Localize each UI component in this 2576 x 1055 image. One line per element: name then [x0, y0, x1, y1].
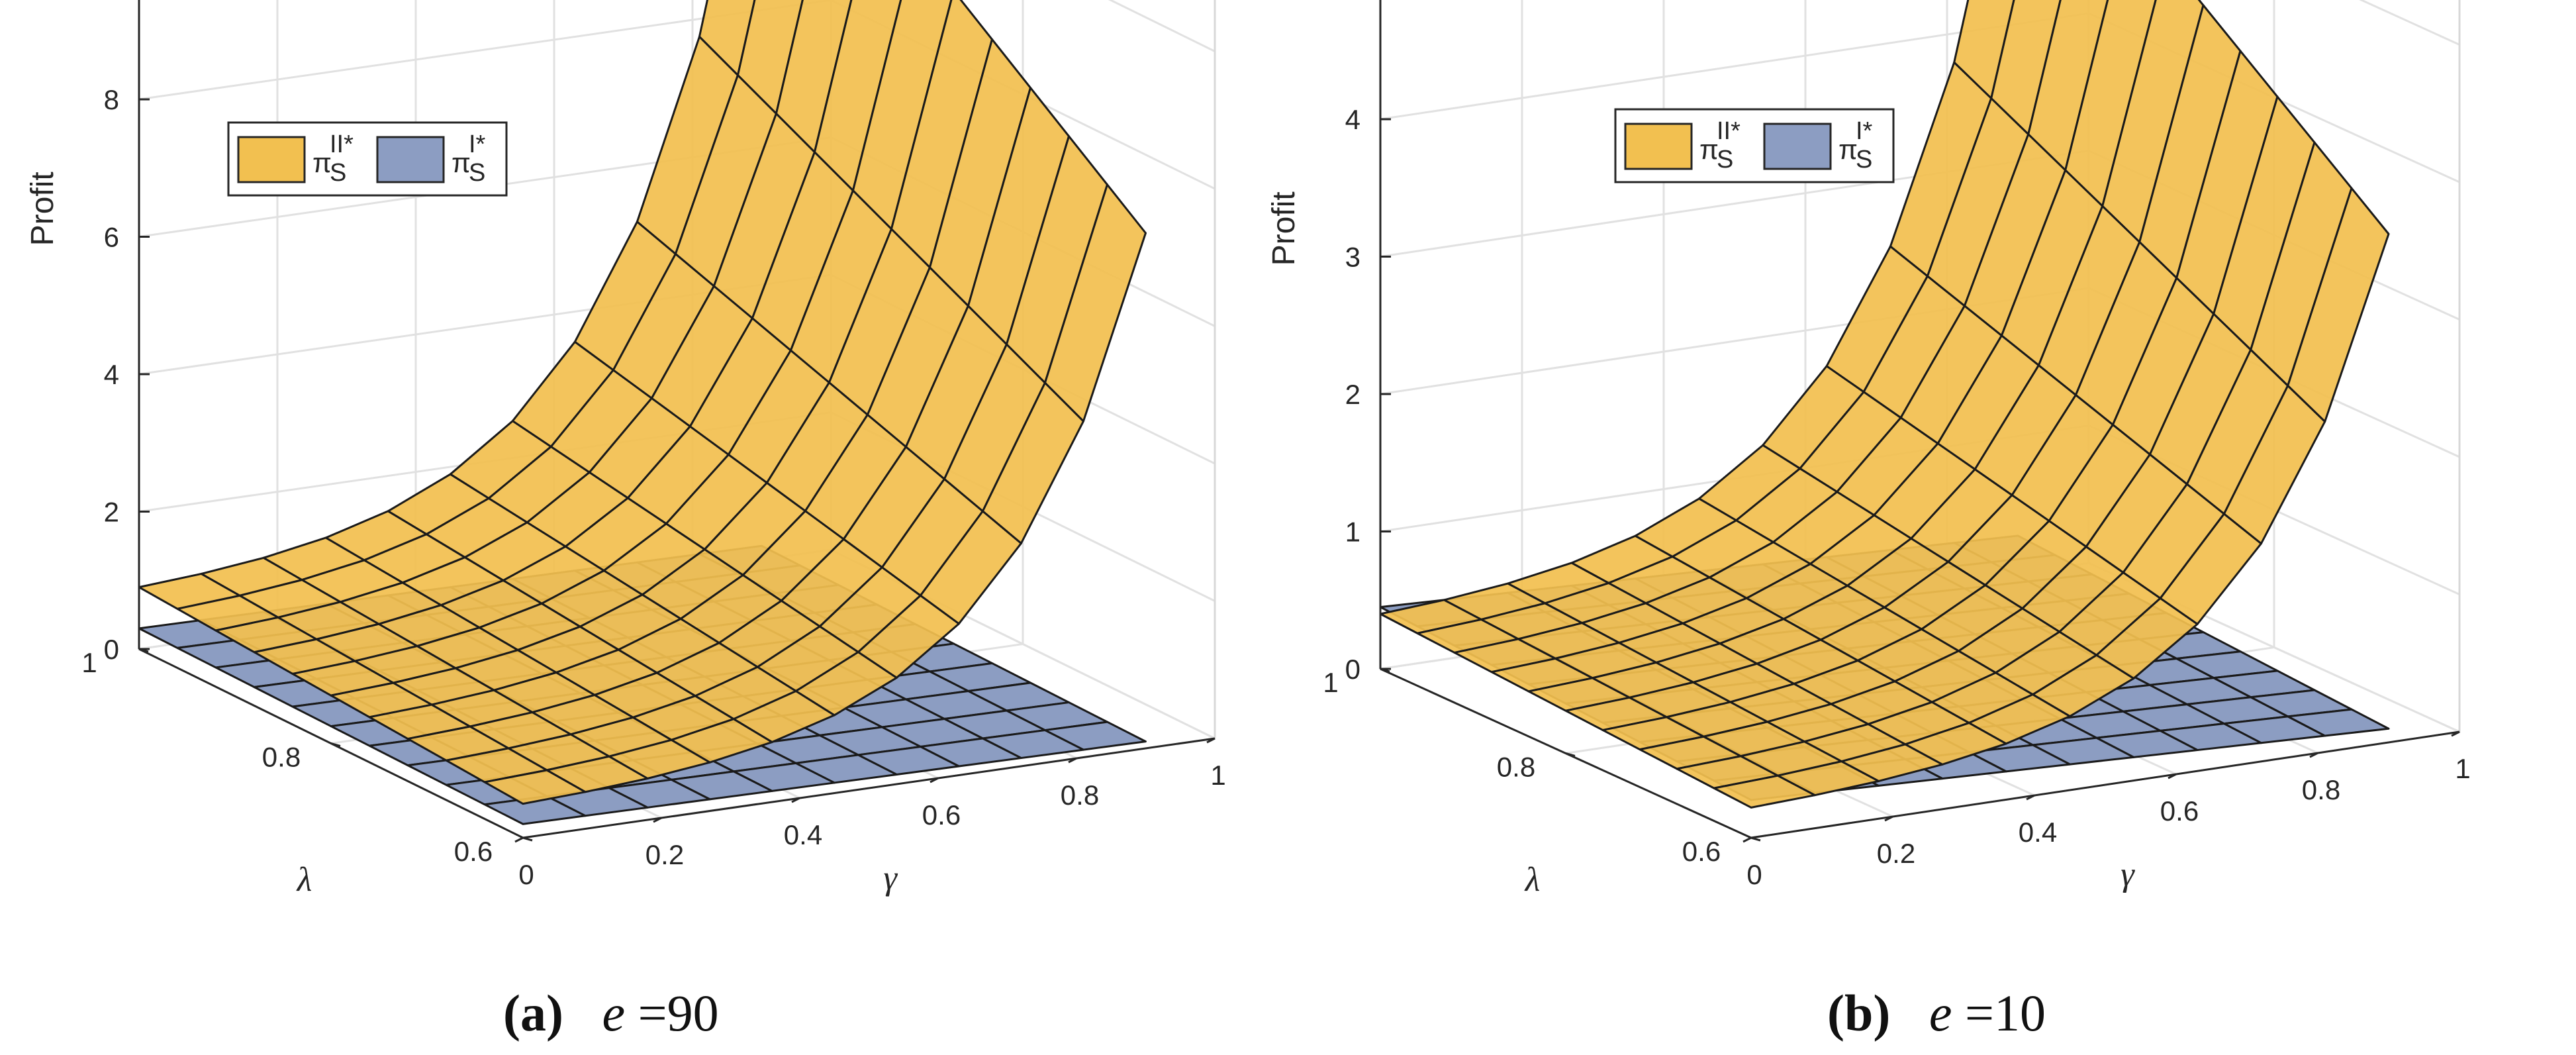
x-tick-mark	[653, 817, 662, 823]
z-gridline	[1108, 0, 1216, 52]
legend-symbol: π	[312, 147, 332, 178]
caption-b: (b) e =10	[1827, 983, 2046, 1043]
z-tick-label: 4	[104, 359, 119, 390]
caption-eq: =	[1964, 984, 1994, 1042]
y-tick-label: 0.6	[454, 836, 493, 867]
x-tick-mark	[1206, 737, 1216, 744]
surface-patch-pi-II	[483, 769, 587, 805]
caption-tag: (b)	[1827, 984, 1891, 1042]
x-tick-mark	[791, 797, 800, 803]
z-tick-label: 8	[104, 84, 119, 115]
z-tick-label: 3	[1345, 242, 1360, 273]
surfaces	[1379, 0, 2390, 809]
legend-swatch	[376, 136, 445, 183]
x-tick-mark	[1884, 815, 1893, 822]
z-tick-label: 1	[1345, 517, 1360, 548]
z-gridline	[138, 0, 1216, 190]
z-tick-label: 0	[1345, 654, 1360, 685]
caption-var: e	[602, 984, 626, 1042]
x-axis-line	[1750, 730, 2460, 839]
y-tick-label: 1	[1323, 667, 1338, 698]
surfaces	[138, 0, 1147, 825]
x-tick-label: 0.6	[2160, 795, 2199, 827]
legend-swatch	[237, 136, 306, 183]
z-tick-label: 0	[104, 634, 119, 665]
y-tick-mark	[330, 742, 341, 747]
x-tick-label: 1	[1210, 760, 1225, 791]
x-tick-mark	[2451, 730, 2460, 737]
z-axis-label: Profit	[25, 172, 60, 246]
x-tick-label: 0.2	[645, 839, 684, 870]
panel-a: 00.20.40.60.810.60.81024681012γλProfit×1…	[25, 0, 1226, 899]
x-tick-label: 0.8	[1061, 779, 1099, 811]
x-tick-mark	[930, 777, 939, 783]
z-axis-label: Profit	[1266, 191, 1302, 266]
caption-tag: (a)	[503, 984, 563, 1042]
legend-subscript: S	[1717, 146, 1733, 174]
y-tick-mark	[1565, 752, 1576, 757]
x-tick-label: 0.6	[922, 799, 961, 830]
y-tick-label: 1	[81, 647, 97, 678]
caption-val: 10	[1993, 984, 2046, 1042]
z-tick-label: 4	[1345, 104, 1360, 135]
axes: 00.20.40.60.810.60.81024681012γλProfit×1…	[25, 0, 1226, 899]
x-axis-label: γ	[884, 860, 898, 897]
x-tick-label: 0	[1746, 859, 1762, 890]
legend-superscript: I*	[469, 130, 486, 158]
x-axis-label: γ	[2121, 856, 2135, 893]
legend-superscript: II*	[1717, 117, 1741, 145]
legend-superscript: I*	[1856, 117, 1873, 145]
x-tick-label: 0.4	[784, 819, 822, 850]
y-tick-label: 0.8	[262, 742, 301, 773]
x-tick-mark	[1068, 757, 1077, 764]
y-tick-mark	[522, 836, 533, 842]
axes: 00.20.40.60.810.60.810123456γλProfit×104	[1266, 0, 2471, 899]
panel-b: 00.20.40.60.810.60.810123456γλProfit×104…	[1266, 0, 2471, 899]
y-tick-label: 0.6	[1682, 836, 1721, 867]
x-tick-mark	[2309, 752, 2318, 758]
legend-symbol: π	[452, 147, 471, 178]
y-tick-mark	[1750, 836, 1761, 842]
x-tick-mark	[514, 836, 524, 843]
caption-a: (a) e =90	[503, 983, 719, 1043]
caption-var: e	[1929, 984, 1952, 1042]
z-tick-label: 2	[1345, 379, 1360, 410]
caption-val: 90	[667, 984, 719, 1042]
x-tick-mark	[1742, 836, 1752, 843]
surface-patch-pi-II	[1713, 774, 1816, 809]
x-tick-label: 1	[2455, 753, 2470, 784]
legend-subscript: S	[330, 159, 346, 187]
legend-swatch	[1763, 123, 1832, 170]
x-tick-mark	[2026, 794, 2035, 801]
x-tick-mark	[2168, 773, 2177, 779]
y-axis-label: λ	[296, 861, 312, 899]
x-tick-label: 0.4	[2019, 817, 2057, 848]
caption-eq: =	[638, 984, 667, 1042]
z-tick-label: 2	[104, 497, 119, 528]
x-tick-label: 0.2	[1877, 838, 1915, 869]
z-tick-label: 6	[104, 222, 119, 253]
legend-symbol: π	[1838, 134, 1858, 165]
y-axis-label: λ	[1524, 861, 1541, 899]
legend-subscript: S	[1856, 146, 1872, 174]
legend-symbol: π	[1699, 134, 1719, 165]
x-tick-label: 0	[518, 859, 534, 890]
x-tick-label: 0.8	[2302, 774, 2340, 805]
y-tick-label: 0.8	[1497, 752, 1535, 783]
legend-superscript: II*	[330, 130, 354, 158]
legend-subscript: S	[469, 159, 485, 187]
x-axis-line	[522, 737, 1216, 839]
legend-swatch	[1624, 123, 1693, 170]
